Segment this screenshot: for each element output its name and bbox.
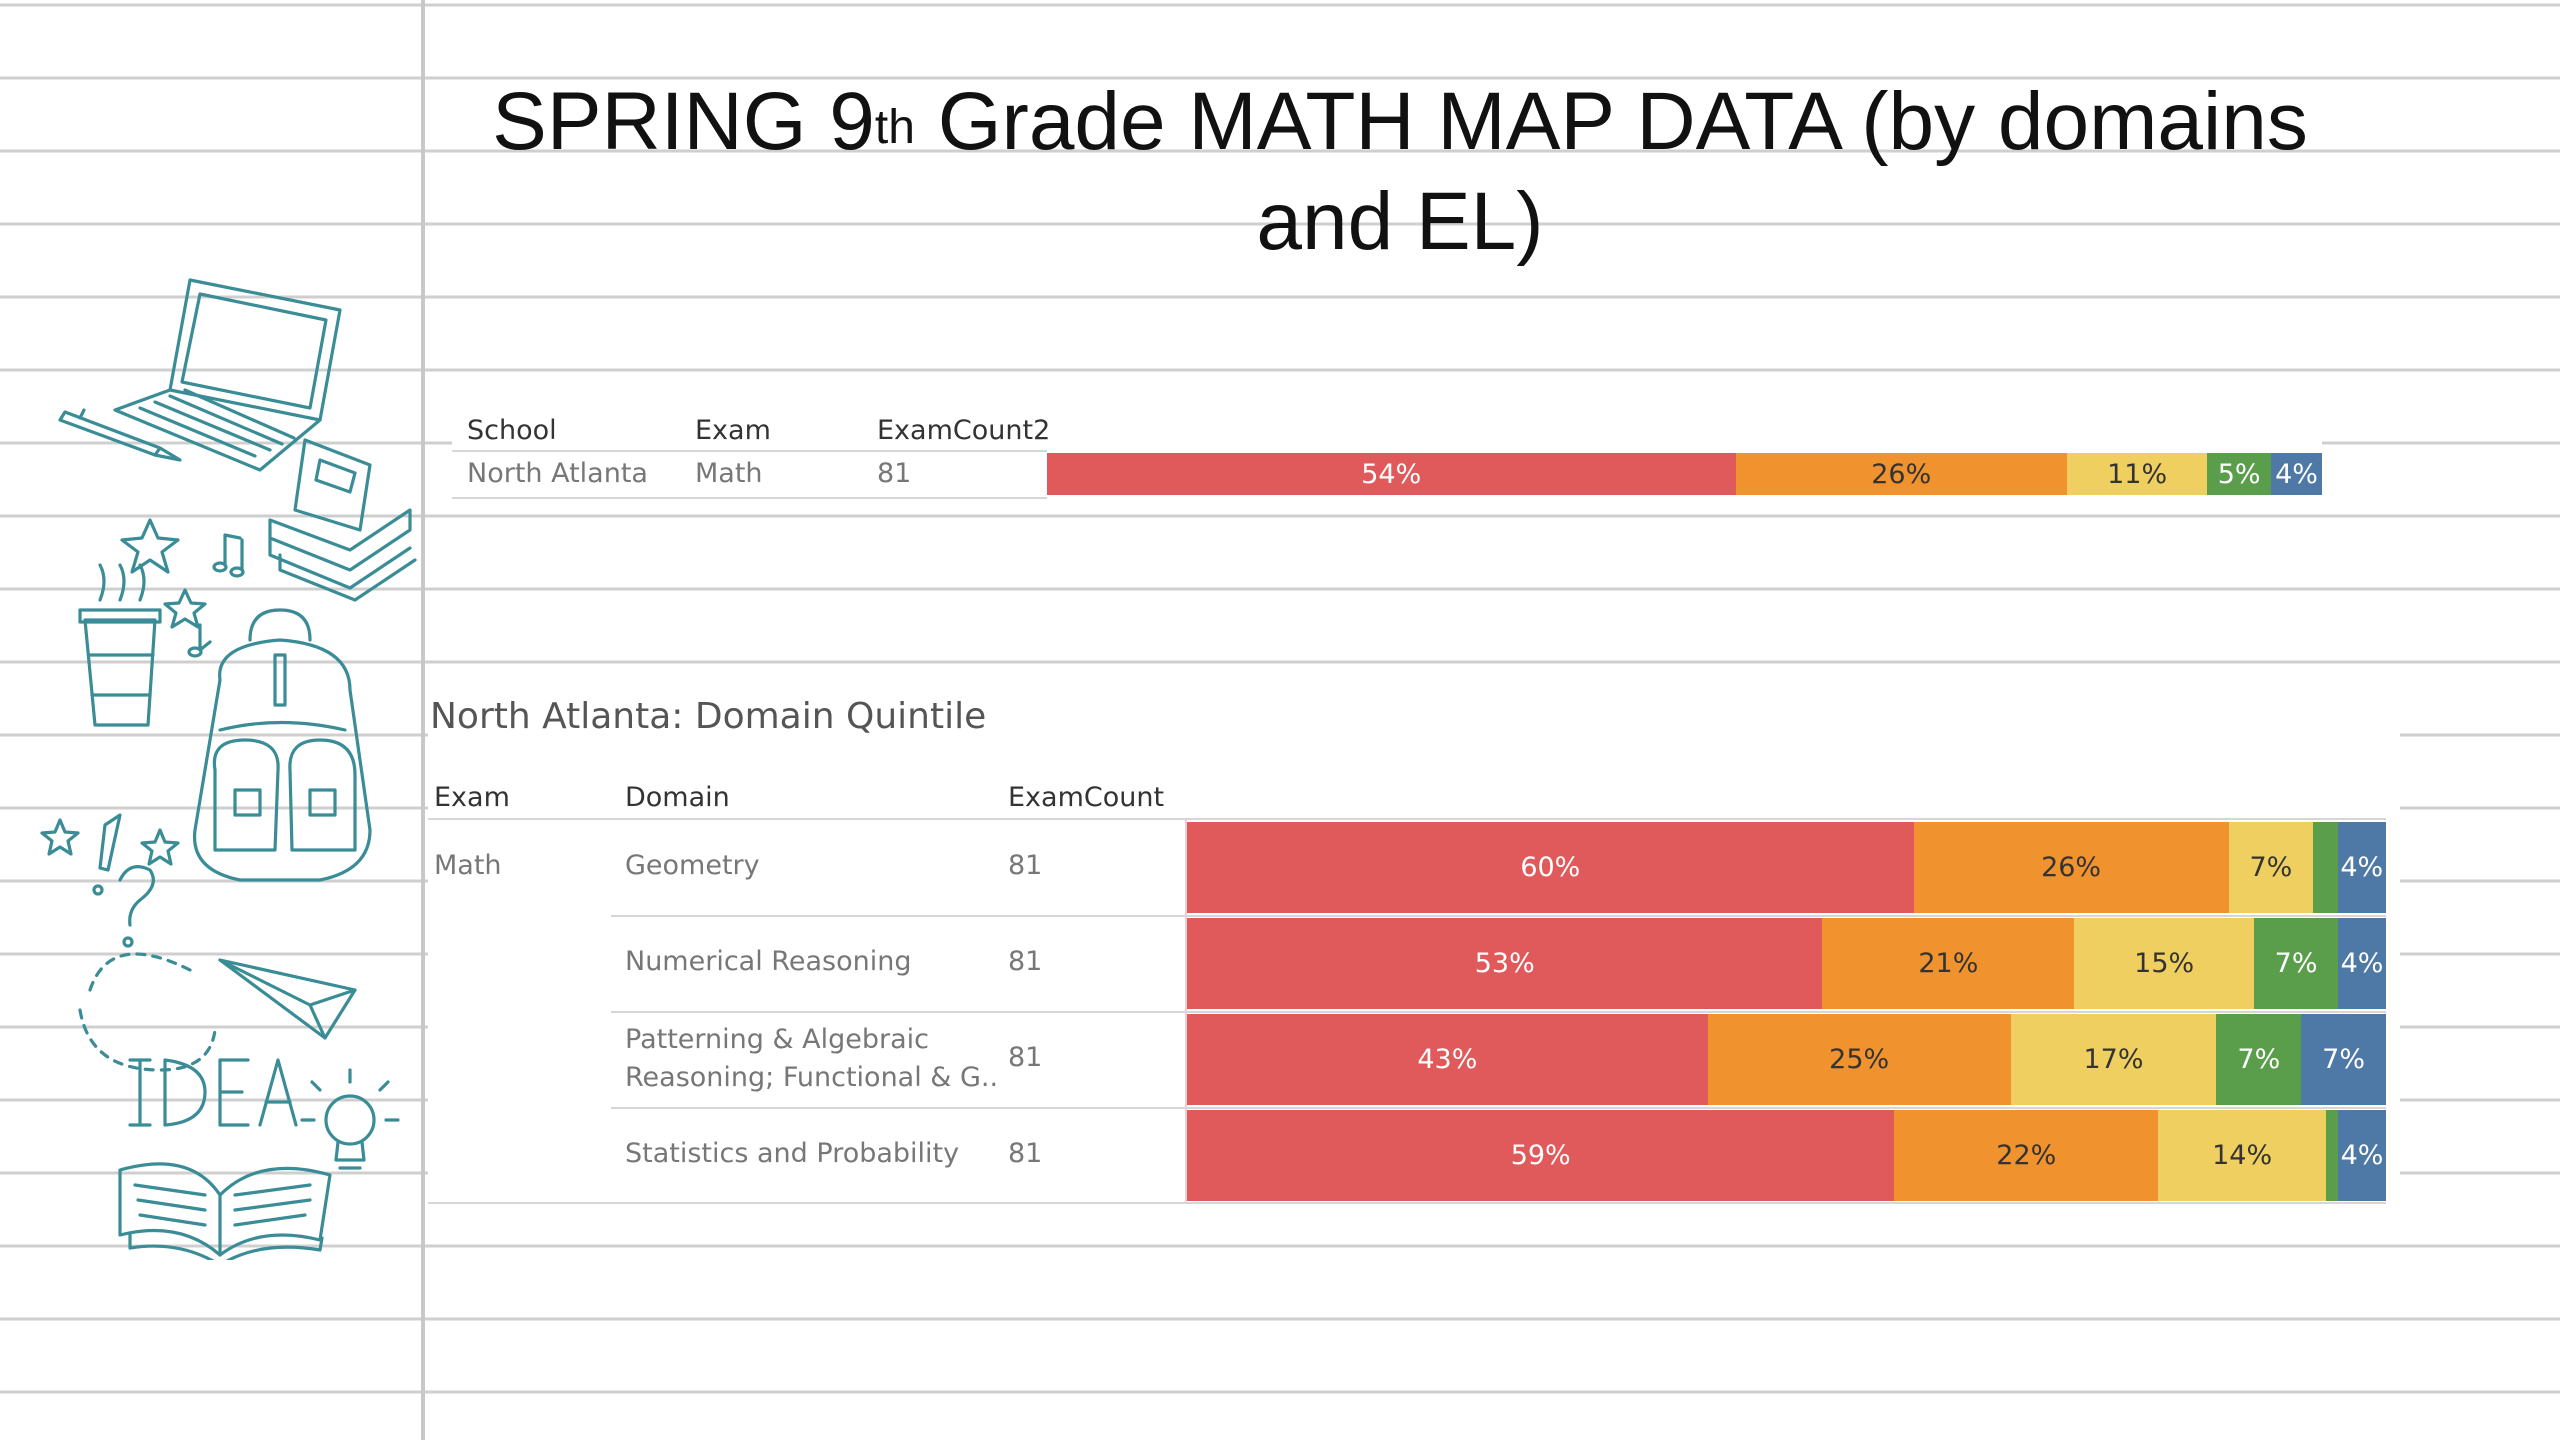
- bar-data-label: 4%: [2340, 1140, 2384, 1171]
- domain-name-numerical: Numerical Reasoning: [625, 946, 912, 977]
- summary-panel: School Exam ExamCount2 North Atlanta Mat…: [452, 410, 2322, 502]
- quintile-1-segment: 59%: [1187, 1110, 1895, 1201]
- bar-data-label: 4%: [2340, 948, 2384, 979]
- bar-data-label: 14%: [2212, 1140, 2273, 1171]
- laptop-icon: [113, 278, 342, 472]
- quintile-3-segment: 15%: [2074, 918, 2255, 1009]
- domain-count-statistics: 81: [1008, 1138, 1043, 1169]
- summary-exam-cell: Math: [695, 458, 763, 489]
- header-school: School: [467, 415, 557, 446]
- quintile-4-segment: 5%: [2207, 453, 2271, 495]
- bar-data-label: 11%: [2107, 458, 2168, 490]
- summary-header-rule: [452, 450, 1047, 452]
- quintile-3-segment: 17%: [2010, 1014, 2217, 1105]
- bar-data-label: 7%: [2322, 1044, 2366, 1075]
- bar-data-label: 26%: [1871, 458, 1932, 490]
- summary-count-cell: 81: [877, 458, 912, 489]
- quintile-4-segment: [2326, 1110, 2339, 1201]
- bar-data-label: 25%: [1829, 1044, 1890, 1075]
- domain-count-numerical: 81: [1008, 946, 1043, 977]
- quintile-1-segment: 54%: [1047, 453, 1736, 495]
- quintile-1-segment: 60%: [1187, 822, 1914, 913]
- header-domain: Domain: [625, 782, 730, 813]
- domain-count-geometry: 81: [1008, 850, 1043, 881]
- domain-row-rule: [611, 1011, 2386, 1013]
- bar-data-label: 53%: [1474, 948, 1535, 979]
- quintile-4-segment: 7%: [2254, 918, 2339, 1009]
- title-main: SPRING 9: [492, 76, 875, 167]
- quintile-5-segment: 7%: [2301, 1014, 2386, 1105]
- summary-row-rule: [452, 497, 1047, 499]
- summary-stacked-bar: 54% 26% 11% 5% 4%: [1047, 453, 2322, 495]
- quintile-5-segment: 4%: [2338, 1110, 2386, 1201]
- bar-data-label: 4%: [2275, 458, 2318, 490]
- domain-header-rule: [428, 818, 2386, 820]
- bar-data-label: 7%: [2249, 852, 2293, 883]
- bar-data-label: 4%: [2340, 852, 2384, 883]
- bar-data-label: 21%: [1918, 948, 1979, 979]
- quintile-4-segment: 7%: [2216, 1014, 2302, 1105]
- header-exam-domain: Exam: [434, 782, 510, 813]
- quintile-5-segment: 4%: [2271, 453, 2322, 495]
- domain-section-title: North Atlanta: Domain Quintile: [430, 696, 987, 737]
- school-doodles-illustration: [40, 278, 417, 1260]
- slide-title: SPRING 9th Grade MATH MAP DATA (by domai…: [430, 72, 2370, 272]
- notebook-margin-line: [421, 0, 425, 1440]
- domain-count-patterning: 81: [1008, 1042, 1043, 1073]
- quintile-2-segment: 22%: [1894, 1110, 2159, 1201]
- quintile-5-segment: 4%: [2338, 918, 2386, 1009]
- summary-school-cell: North Atlanta: [467, 458, 648, 489]
- domain-row-rule: [611, 915, 2386, 917]
- header-examcount: ExamCount: [1008, 782, 1165, 813]
- quintile-1-segment: 53%: [1187, 918, 1823, 1009]
- paper-plane-icon: [78, 952, 357, 1072]
- star-icon: [40, 518, 207, 866]
- backpack-icon: [192, 608, 372, 882]
- quintile-5-segment: 4%: [2337, 822, 2386, 913]
- quintile-1-segment: 43%: [1187, 1014, 1708, 1105]
- domain-stacked-bars: 60% 26% 7% 4% 53% 21% 15% 7% 4% 43% 25% 17% 7% 7% 59% 2…: [1187, 820, 2386, 1202]
- quintile-3-segment: 7%: [2228, 822, 2314, 913]
- idea-text-icon: [128, 1058, 298, 1127]
- domain-name-patterning-line2: Reasoning; Functional & G..: [625, 1062, 999, 1093]
- bar-data-label: 54%: [1361, 458, 1422, 490]
- domain-exam-cell: Math: [434, 850, 502, 881]
- open-book-icon: [118, 1162, 332, 1260]
- header-examcount2: ExamCount2: [877, 415, 1051, 446]
- quintile-2-segment: 25%: [1707, 1014, 2011, 1105]
- bar-data-label: 15%: [2134, 948, 2195, 979]
- books-icon: [268, 438, 417, 602]
- quintile-2-segment: 26%: [1735, 453, 2067, 495]
- domain-row-rule: [611, 1107, 2386, 1109]
- bar-data-label: 17%: [2083, 1044, 2144, 1075]
- domain-name-geometry: Geometry: [625, 850, 760, 881]
- title-superscript: th: [874, 101, 915, 154]
- bar-data-label: 22%: [1996, 1140, 2057, 1171]
- title-rest: Grade MATH MAP DATA (by domains and EL): [914, 76, 2308, 267]
- light-bulb-icon: [300, 1068, 400, 1170]
- header-exam: Exam: [695, 415, 771, 446]
- bar-data-label: 5%: [2217, 458, 2261, 490]
- bar-data-label: 7%: [2237, 1044, 2281, 1075]
- question-mark-icon: [92, 813, 155, 948]
- bar-data-label: 43%: [1417, 1044, 1478, 1075]
- quintile-3-segment: 14%: [2158, 1110, 2327, 1201]
- domain-table-divider: [1185, 820, 1187, 1202]
- music-note-icon: [187, 533, 245, 658]
- bar-data-label: 60%: [1520, 852, 1581, 883]
- quintile-2-segment: 26%: [1913, 822, 2229, 913]
- domain-name-patterning-line1: Patterning & Algebraic: [625, 1024, 929, 1055]
- coffee-cup-icon: [78, 563, 162, 727]
- domain-name-statistics: Statistics and Probability: [625, 1138, 960, 1169]
- quintile-2-segment: 21%: [1822, 918, 2075, 1009]
- bar-data-label: 7%: [2274, 948, 2318, 979]
- quintile-3-segment: 11%: [2067, 453, 2208, 495]
- domain-panel: North Atlanta: Domain Quintile Exam Doma…: [428, 690, 2400, 1210]
- bar-data-label: 26%: [2041, 852, 2102, 883]
- quintile-4-segment: [2313, 822, 2338, 913]
- bar-data-label: 59%: [1510, 1140, 1571, 1171]
- pen-icon: [58, 408, 182, 462]
- domain-bottom-rule: [428, 1202, 2386, 1204]
